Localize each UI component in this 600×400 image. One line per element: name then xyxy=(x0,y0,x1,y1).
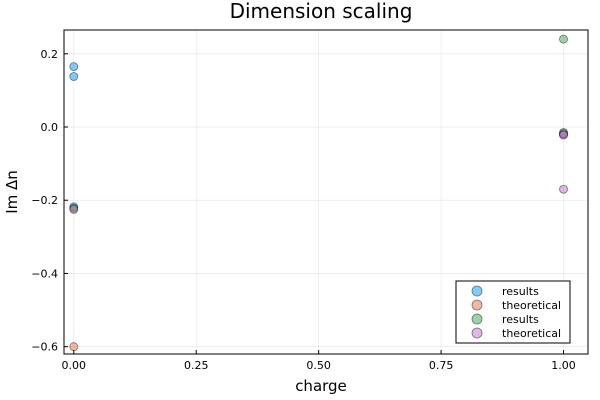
data-point-series-1 xyxy=(69,72,79,81)
legend-label: theoretical xyxy=(502,299,561,312)
x-tick-label: 0.75 xyxy=(429,359,454,372)
data-point-series-4 xyxy=(559,130,568,140)
data-point-series-4 xyxy=(559,184,568,194)
y-tick-label: 0.0 xyxy=(41,121,59,134)
data-point-series-3 xyxy=(559,34,568,44)
y-tick-label: −0.4 xyxy=(31,267,58,280)
x-tick-label: 0.00 xyxy=(62,359,87,372)
legend-label: theoretical xyxy=(502,327,561,340)
y-tick-label: −0.2 xyxy=(31,194,58,207)
x-axis-title: charge xyxy=(295,377,347,395)
data-point-series-1 xyxy=(69,62,79,72)
x-tick-label: 0.50 xyxy=(306,359,331,372)
legend-marker xyxy=(471,313,483,325)
plot-frame xyxy=(63,29,589,355)
legend-marker xyxy=(471,327,483,339)
y-tick-label: 0.2 xyxy=(41,48,59,61)
legend-marker xyxy=(471,285,483,297)
data-point-series-2 xyxy=(69,204,79,214)
y-axis-title: Im Δn xyxy=(3,170,21,214)
axis-ticks: 0.00 0.25 0.50 0.75 1.00 −0.6 −0.4 −0.2 0.0 0.2 xyxy=(31,48,575,372)
y-tick-label: −0.6 xyxy=(31,341,58,354)
legend-label: results xyxy=(502,285,539,298)
x-tick-label: 0.25 xyxy=(184,359,209,372)
data-point-series-2 xyxy=(69,342,79,352)
data-points xyxy=(69,34,568,352)
x-tick-label: 1.00 xyxy=(551,359,576,372)
legend-label: results xyxy=(502,313,539,326)
chart-title: Dimension scaling xyxy=(230,0,413,23)
legend-marker xyxy=(471,299,483,311)
